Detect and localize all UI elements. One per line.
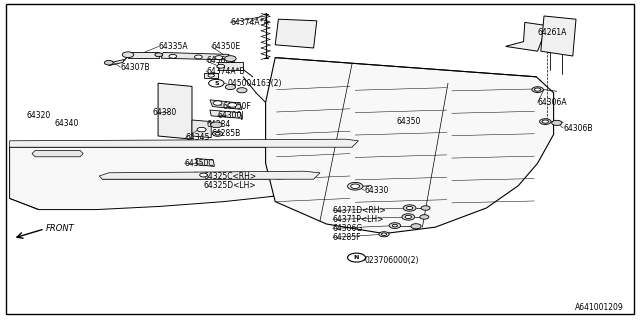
Polygon shape <box>192 120 211 138</box>
Circle shape <box>389 223 401 228</box>
Circle shape <box>534 88 541 91</box>
Bar <box>218 62 243 70</box>
Text: A641001209: A641001209 <box>575 303 624 312</box>
Circle shape <box>104 60 113 65</box>
Text: 64371D<RH>: 64371D<RH> <box>333 206 387 215</box>
Polygon shape <box>275 19 317 48</box>
Circle shape <box>402 214 415 220</box>
Polygon shape <box>99 171 320 179</box>
Text: 64307B: 64307B <box>120 63 150 72</box>
Text: 64306G: 64306G <box>333 224 363 233</box>
Text: 64374A*B: 64374A*B <box>206 67 244 76</box>
Text: 64350E: 64350E <box>211 42 241 51</box>
Circle shape <box>348 253 365 262</box>
Circle shape <box>215 56 223 60</box>
Text: 64335A: 64335A <box>159 42 188 51</box>
Text: 64345: 64345 <box>186 133 210 142</box>
Polygon shape <box>210 100 242 109</box>
Circle shape <box>351 184 360 188</box>
Circle shape <box>406 206 413 210</box>
Text: 64350F: 64350F <box>222 102 251 111</box>
Circle shape <box>209 79 224 87</box>
Text: 64350C: 64350C <box>184 159 214 168</box>
Circle shape <box>237 88 247 93</box>
Text: 64285F: 64285F <box>333 233 362 242</box>
Circle shape <box>212 131 223 136</box>
Circle shape <box>195 55 202 59</box>
Circle shape <box>122 52 134 58</box>
Circle shape <box>379 232 389 237</box>
Circle shape <box>155 53 163 57</box>
Circle shape <box>392 224 397 227</box>
Text: 64330: 64330 <box>365 186 389 195</box>
Circle shape <box>405 215 412 219</box>
Circle shape <box>213 101 222 105</box>
Polygon shape <box>541 16 576 56</box>
Text: 64380: 64380 <box>152 108 177 116</box>
Text: 64325C<RH>: 64325C<RH> <box>204 172 257 181</box>
Polygon shape <box>210 110 242 118</box>
Text: 64340: 64340 <box>54 119 79 128</box>
Circle shape <box>211 122 222 128</box>
Polygon shape <box>10 147 368 210</box>
Bar <box>204 73 218 78</box>
Polygon shape <box>196 158 214 166</box>
Text: FRONT: FRONT <box>46 224 75 233</box>
Text: 64368B: 64368B <box>206 56 236 65</box>
Circle shape <box>225 56 236 61</box>
Circle shape <box>540 119 551 124</box>
Text: 64306A: 64306A <box>538 98 567 107</box>
Text: 64306B: 64306B <box>563 124 593 132</box>
Circle shape <box>421 206 430 210</box>
Circle shape <box>552 120 562 125</box>
Polygon shape <box>158 83 192 139</box>
Circle shape <box>217 64 225 68</box>
Text: 64261A: 64261A <box>538 28 567 36</box>
Polygon shape <box>32 150 83 157</box>
Polygon shape <box>161 52 229 60</box>
Text: 64384: 64384 <box>206 120 230 129</box>
Circle shape <box>208 74 214 77</box>
Text: 64325D<LH>: 64325D<LH> <box>204 181 256 190</box>
Text: 64300J: 64300J <box>218 111 244 120</box>
Text: 64371P<LH>: 64371P<LH> <box>333 215 384 224</box>
Circle shape <box>228 103 237 107</box>
Polygon shape <box>109 60 124 66</box>
Polygon shape <box>266 58 554 234</box>
Circle shape <box>215 132 220 135</box>
Circle shape <box>542 120 548 123</box>
Circle shape <box>348 182 363 190</box>
Text: S: S <box>214 81 219 86</box>
Polygon shape <box>506 22 547 51</box>
Circle shape <box>420 215 429 219</box>
Text: 64350: 64350 <box>397 117 421 126</box>
Circle shape <box>411 224 421 229</box>
Circle shape <box>225 84 236 90</box>
Circle shape <box>200 173 207 177</box>
Circle shape <box>532 87 543 92</box>
Polygon shape <box>10 139 358 147</box>
Text: 023706000(2): 023706000(2) <box>365 256 419 265</box>
Circle shape <box>381 233 387 236</box>
Text: 045004163(2): 045004163(2) <box>227 79 282 88</box>
Polygon shape <box>128 52 159 58</box>
Circle shape <box>403 205 416 211</box>
Circle shape <box>169 54 177 58</box>
Polygon shape <box>195 172 211 178</box>
Text: 64374A*A: 64374A*A <box>230 18 269 27</box>
Text: 64285B: 64285B <box>211 129 241 138</box>
Circle shape <box>197 127 206 132</box>
Text: 64320: 64320 <box>27 111 51 120</box>
Text: N: N <box>354 255 359 260</box>
